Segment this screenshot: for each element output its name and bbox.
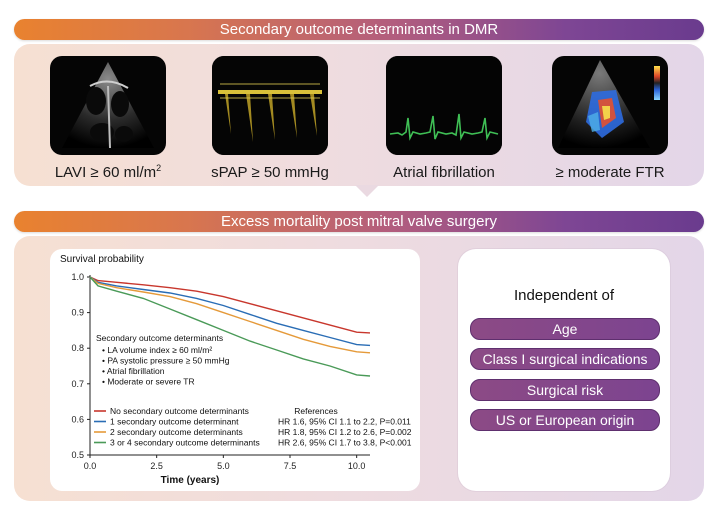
determinant-label: sPAP ≥ 50 mmHg: [211, 164, 329, 181]
x-tick-label: 2.5: [150, 461, 163, 471]
independent-of-card: Independent of Age Class I surgical indi…: [458, 249, 670, 491]
x-tick-label: 0.0: [84, 461, 97, 471]
y-tick-label: 0.7: [71, 379, 84, 389]
panel-pointer: [355, 185, 379, 197]
annotation-item: • PA systolic pressure ≥ 50 mmHg: [102, 356, 230, 366]
determinant-ftr: ≥ moderate FTR: [535, 56, 685, 181]
legend-label-1: 1 secondary outcome determinant: [110, 417, 239, 427]
reference-row-2: HR 1.8, 95% CI 1.2 to 2.6, P=0.002: [278, 427, 412, 437]
section-banner-mortality: Excess mortality post mitral valve surge…: [14, 211, 704, 232]
legend-label-2: 2 secondary outcome determinants: [110, 427, 243, 437]
y-tick-label: 0.9: [71, 308, 84, 318]
determinant-label: LAVI ≥ 60 ml/m2: [54, 163, 162, 181]
determinant-label: Atrial fibrillation: [393, 164, 495, 181]
annotation-title: Secondary outcome determinants: [96, 333, 223, 343]
series-line-0: [89, 276, 371, 334]
independent-item-surgical-risk: Surgical risk: [470, 379, 660, 401]
survival-chart: Survival probability 1.0 0.9 0.8 0.7 0.6 0.50.…: [60, 254, 412, 486]
y-tick-label: 0.6: [71, 414, 84, 424]
x-tick-label: 10.0: [348, 461, 366, 471]
references-title: References: [294, 406, 337, 416]
independent-item-class-i: Class I surgical indications: [470, 348, 660, 370]
section-banner-determinants: Secondary outcome determinants in DMR: [14, 19, 704, 40]
determinant-label: ≥ moderate FTR: [555, 164, 665, 181]
y-tick-label: 0.8: [71, 343, 84, 353]
reference-row-3: HR 2.6, 95% CI 1.7 to 3.8, P<0.001: [278, 438, 412, 448]
determinant-spap: sPAP ≥ 50 mmHg: [195, 56, 345, 181]
annotation-item: • Moderate or severe TR: [102, 377, 195, 387]
annotation-item: • LA volume index ≥ 60 ml/m²: [102, 345, 212, 355]
annotation-item: • Atrial fibrillation: [102, 366, 165, 376]
series-line-1: [89, 276, 371, 347]
chart-title: Survival probability: [60, 254, 144, 265]
y-tick-label: 0.5: [71, 450, 84, 460]
doppler-waveform-image: [212, 56, 328, 155]
color-doppler-image: [552, 56, 668, 155]
echocardiogram-image: [50, 56, 166, 155]
x-tick-label: 7.5: [284, 461, 297, 471]
independent-of-title: Independent of: [513, 287, 615, 304]
y-tick-label: 1.0: [71, 272, 84, 282]
determinant-lavi: LAVI ≥ 60 ml/m2: [33, 56, 183, 181]
survival-chart-card: Survival probability 1.0 0.9 0.8 0.7 0.6 0.5 0.…: [50, 249, 420, 491]
legend-label-3: 3 or 4 secondary outcome determinants: [110, 438, 260, 448]
independent-item-origin: US or European origin: [470, 409, 660, 431]
x-tick-label: 5.0: [217, 461, 230, 471]
ecg-trace-image: [386, 56, 502, 155]
series-line-3: [89, 276, 371, 377]
reference-row-1: HR 1.6, 95% CI 1.1 to 2.2, P=0.011: [278, 417, 411, 427]
determinant-af: Atrial fibrillation: [369, 56, 519, 181]
legend-label-0: No secondary outcome determinants: [110, 406, 249, 416]
independent-item-age: Age: [470, 318, 660, 340]
series-line-2: [89, 276, 371, 354]
x-axis-label: Time (years): [161, 475, 220, 486]
